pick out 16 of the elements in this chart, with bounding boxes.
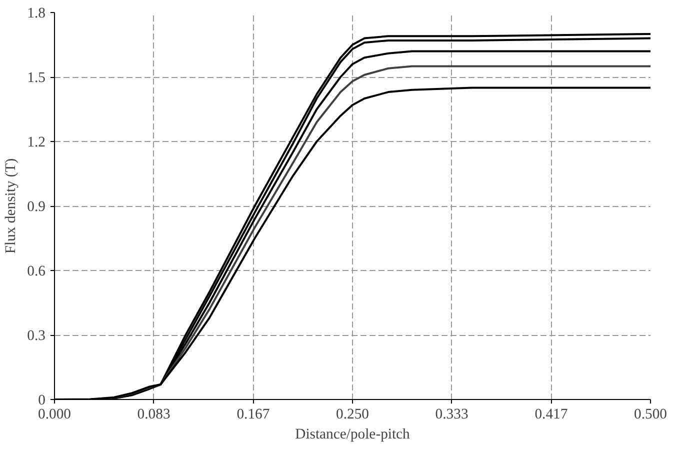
- x-axis-title: Distance/pole-pitch: [295, 426, 411, 442]
- y-axis-title: Flux density (T): [3, 158, 20, 254]
- x-tick-label: 0.167: [236, 406, 270, 422]
- x-tick-label: 0.000: [38, 406, 71, 422]
- y-tick-label: 0: [38, 392, 46, 408]
- y-tick-label: 0.3: [27, 328, 46, 344]
- x-tick-label: 0.500: [634, 406, 667, 422]
- y-tick-label: 1.2: [27, 134, 46, 150]
- x-tick-label: 0.333: [435, 406, 468, 422]
- x-tick-label: 0.417: [534, 406, 568, 422]
- x-tick-label: 0.250: [336, 406, 369, 422]
- x-tick-label: 0.083: [137, 406, 170, 422]
- y-tick-label: 0.9: [27, 199, 46, 215]
- y-tick-label: 1.8: [27, 6, 46, 22]
- y-tick-label: 1.5: [27, 70, 46, 86]
- y-tick-label: 0.6: [27, 264, 46, 280]
